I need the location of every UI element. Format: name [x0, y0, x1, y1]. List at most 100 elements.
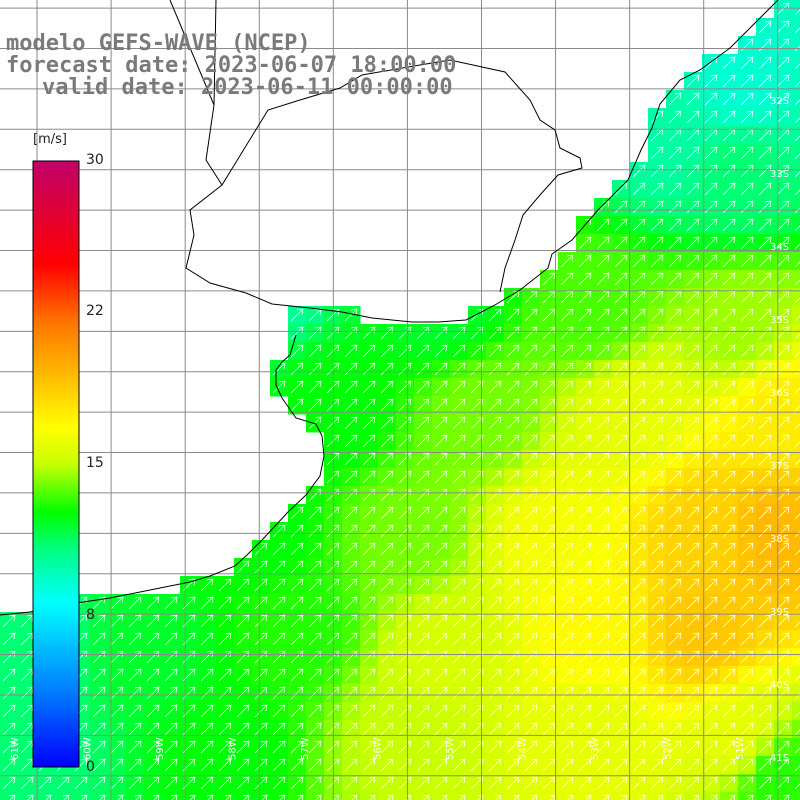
wind-arrow — [776, 758, 790, 772]
wind-arrow — [236, 650, 250, 664]
wind-arrow — [434, 560, 448, 574]
wind-arrow — [668, 146, 682, 160]
wind-arrow — [632, 578, 646, 592]
wind-arrow — [548, 794, 556, 800]
wind-arrow — [650, 362, 664, 376]
wind-arrow — [596, 596, 610, 610]
wind-arrow — [362, 740, 376, 754]
wind-arrow — [488, 686, 502, 700]
wind-arrow — [722, 254, 736, 268]
wind-arrow — [632, 596, 646, 610]
wind-arrow — [740, 254, 754, 268]
wind-arrow — [506, 578, 520, 592]
wind-arrow — [452, 740, 466, 754]
wind-arrow — [740, 326, 754, 340]
wind-arrow — [686, 416, 700, 430]
wind-arrow — [560, 416, 574, 430]
wind-arrow — [380, 380, 394, 394]
wind-arrow — [740, 632, 754, 646]
wind-arrow — [398, 434, 412, 448]
wind-arrow — [128, 704, 142, 718]
wind-arrow — [794, 513, 800, 520]
wind-arrow — [686, 758, 700, 772]
wind-arrow — [542, 452, 556, 466]
wind-arrow — [722, 758, 736, 772]
wind-arrow — [206, 794, 214, 800]
wind-arrow — [272, 524, 286, 538]
wind-arrow — [506, 596, 520, 610]
wind-arrow — [110, 596, 124, 610]
wind-arrow — [164, 776, 178, 790]
wind-speed-cell — [792, 630, 800, 649]
wind-arrow — [434, 542, 448, 556]
wind-arrow — [362, 416, 376, 430]
wind-arrow — [722, 578, 736, 592]
wind-arrow — [344, 650, 358, 664]
wind-arrow — [308, 578, 322, 592]
wind-arrow — [758, 758, 772, 772]
wind-arrow — [650, 254, 664, 268]
wind-arrow — [596, 650, 610, 664]
wind-arrow — [560, 398, 574, 412]
wind-arrow — [728, 794, 736, 800]
wind-arrow — [686, 344, 700, 358]
wind-arrow — [272, 668, 286, 682]
wind-arrow — [776, 254, 790, 268]
wind-arrow — [452, 704, 466, 718]
wind-arrow — [398, 416, 412, 430]
wind-arrow — [380, 326, 394, 340]
wind-arrow — [686, 632, 700, 646]
wind-arrow — [524, 308, 538, 322]
wind-arrow — [650, 398, 664, 412]
wind-arrow — [722, 470, 736, 484]
wind-arrow — [434, 722, 448, 736]
wind-arrow — [398, 470, 412, 484]
wind-arrow — [524, 650, 538, 664]
wind-arrow — [560, 362, 574, 376]
wind-arrow — [740, 740, 754, 754]
wind-arrow — [686, 362, 700, 376]
wind-arrow — [308, 326, 322, 340]
wind-arrow — [650, 686, 664, 700]
wind-arrow — [650, 524, 664, 538]
wind-arrow — [596, 542, 610, 556]
wind-arrow — [596, 218, 610, 232]
wind-arrow — [398, 362, 412, 376]
wind-arrow — [416, 524, 430, 538]
wind-arrow — [164, 686, 178, 700]
wind-speed-cell — [792, 360, 800, 379]
wind-arrow — [704, 344, 718, 358]
wind-arrow — [596, 434, 610, 448]
wind-arrow — [380, 668, 394, 682]
colorbar-tick-30: 30 — [86, 152, 104, 168]
wind-arrow — [578, 596, 592, 610]
wind-arrow — [686, 596, 700, 610]
wind-arrow — [398, 632, 412, 646]
wind-arrow — [650, 596, 664, 610]
wind-arrow — [416, 704, 430, 718]
wind-arrow — [704, 542, 718, 556]
wind-arrow — [146, 650, 160, 664]
wind-arrow — [758, 434, 772, 448]
wind-arrow — [164, 632, 178, 646]
wind-arrow — [758, 20, 772, 34]
wind-arrow — [488, 560, 502, 574]
wind-arrow — [578, 416, 592, 430]
wind-arrow — [794, 603, 800, 610]
lon-label: 51W — [735, 737, 746, 760]
wind-arrow — [578, 740, 592, 754]
wind-arrow — [488, 614, 502, 628]
wind-arrow — [452, 452, 466, 466]
wind-arrow — [650, 182, 664, 196]
wind-arrow — [398, 686, 412, 700]
wind-arrow — [686, 506, 700, 520]
colorbar-tick-0: 0 — [86, 759, 95, 775]
wind-arrow — [614, 686, 628, 700]
wind-arrow — [272, 578, 286, 592]
wind-arrow — [524, 470, 538, 484]
lat-label: 32S — [770, 96, 789, 107]
wind-arrow — [704, 74, 718, 88]
wind-arrow — [308, 776, 322, 790]
wind-arrow — [656, 794, 664, 800]
wind-arrow — [380, 434, 394, 448]
